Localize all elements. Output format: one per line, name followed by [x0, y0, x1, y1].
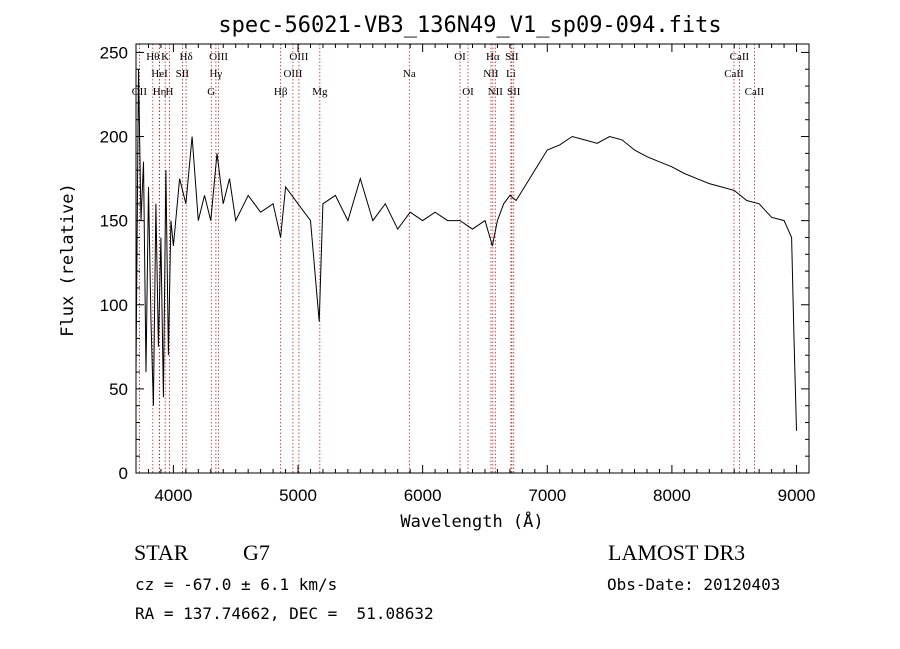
x-tick-label: 9000 [778, 486, 816, 505]
x-tick-label: 8000 [653, 486, 691, 505]
line-label-CaII-8542: CaII [730, 51, 750, 63]
x-tick-label: 7000 [528, 486, 566, 505]
y-tick-label: 50 [109, 380, 128, 399]
x-axis-label: Wavelength (Å) [400, 510, 543, 532]
survey-name: LAMOST DR3 [608, 540, 746, 565]
line-label-Hα: Hα [486, 51, 500, 63]
line-label-Mg: Mg [312, 86, 328, 98]
redshift-readout: cz = -67.0 ± 6.1 km/s [135, 575, 338, 594]
y-tick-label: 0 [119, 464, 128, 483]
coordinates: RA = 137.74662, DEC = 51.08632 [135, 604, 434, 623]
line-label-G: G [207, 86, 215, 98]
line-label-Hβ: Hβ [274, 86, 288, 98]
chart-title: spec-56021-VB3_136N49_V1_sp09-094.fits [218, 13, 721, 38]
y-tick-label: 250 [100, 43, 128, 62]
y-tick-label: 100 [100, 296, 128, 315]
y-tick-label: 150 [100, 212, 128, 231]
subclass: G7 [243, 540, 270, 565]
y-tick-label: 200 [100, 128, 128, 147]
spectral-line-markers: OII Hθ Hη K H HeI SII Hδ OIII Hγ G Hβ OIII OIII Mg Na OI… [132, 44, 765, 473]
line-label-H: H [166, 86, 174, 98]
line-label-K: K [161, 51, 169, 63]
line-label-H9: Hθ [146, 51, 159, 63]
line-label-Li: Li [506, 68, 516, 80]
object-class: STAR [134, 540, 189, 565]
line-label-HeI: HeI [151, 68, 168, 80]
line-label-OII: OII [132, 86, 148, 98]
x-tick-label: 4000 [154, 486, 192, 505]
line-label-OI-6364: OI [462, 86, 474, 98]
line-label-CaII-8662: CaII [745, 86, 765, 98]
line-label-SII-6716: SII [505, 51, 519, 63]
line-label-OIII-4363: OIII [209, 51, 228, 63]
axis-ticks: 4000 5000 6000 7000 8000 9000 0 50 100 150 200 250 [100, 43, 816, 505]
line-label-OIII-4959: OIII [283, 68, 302, 80]
line-label-SII-6731: SII [507, 86, 521, 98]
plot-frame [135, 43, 810, 474]
line-label-NII-6548: NII [483, 68, 499, 80]
line-label-CaII-8498: CaII [724, 68, 744, 80]
line-label-SII: SII [176, 68, 190, 80]
line-label-Hγ: Hγ [209, 68, 222, 80]
x-tick-label: 5000 [279, 486, 317, 505]
line-label-NII-6583: NII [488, 86, 504, 98]
spectrum-series [135, 69, 797, 431]
line-label-Na: Na [403, 68, 416, 80]
line-label-OI-6300: OI [454, 51, 466, 63]
x-tick-label: 6000 [404, 486, 442, 505]
obs-date: Obs-Date: 20120403 [607, 575, 781, 594]
line-label-Hδ: Hδ [180, 51, 193, 63]
y-axis-label: Flux (relative) [58, 183, 78, 337]
line-label-OIII-5007: OIII [289, 51, 308, 63]
line-label-Hη: Hη [153, 86, 167, 98]
